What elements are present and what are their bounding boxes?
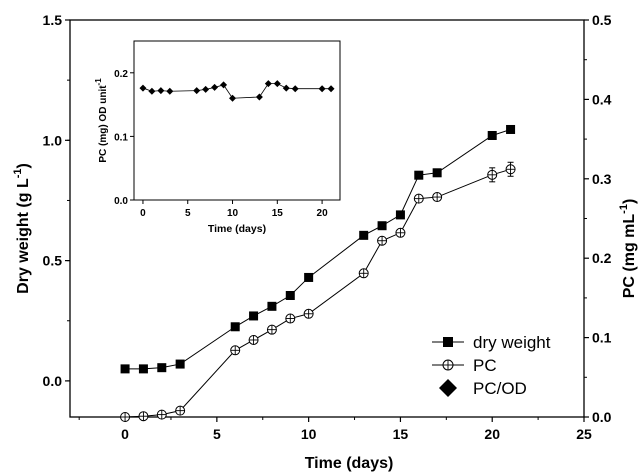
data-point — [395, 210, 405, 220]
inset-x-tick-label: 5 — [185, 208, 191, 219]
data-point — [414, 170, 424, 180]
data-point — [506, 124, 516, 134]
x-tick-label: 20 — [484, 426, 500, 442]
inset-y-tick-label: 0.2 — [114, 69, 128, 80]
inset-data-point — [193, 87, 201, 95]
inset-data-point — [255, 93, 263, 101]
inset-series-line — [142, 83, 332, 99]
data-point — [303, 308, 314, 319]
data-point — [230, 345, 241, 356]
data-point — [175, 405, 186, 416]
legend-label: PC/OD — [473, 379, 527, 398]
inset-x-tick-label: 10 — [227, 208, 239, 219]
legend-label: dry weight — [473, 333, 551, 352]
inset-data-point — [157, 87, 165, 95]
y-right-tick-label: 0.5 — [592, 12, 612, 28]
data-point — [395, 227, 406, 238]
data-point — [487, 169, 498, 180]
inset-y-axis-title: PC (mg) OD unit-1 — [94, 78, 109, 163]
x-tick-label: 15 — [393, 426, 409, 442]
inset-frame — [133, 40, 341, 201]
data-point — [138, 364, 148, 374]
legend-marker — [442, 359, 454, 371]
inset-data-point — [318, 85, 326, 93]
data-point — [230, 322, 240, 332]
legend-marker — [439, 379, 457, 397]
legend-label: PC — [473, 356, 497, 375]
data-point — [505, 164, 516, 175]
legend-marker — [443, 337, 453, 347]
data-point — [285, 290, 295, 300]
y-right-axis-title-close: ) — [621, 199, 638, 204]
data-point — [157, 363, 167, 373]
data-point — [285, 313, 296, 324]
x-tick-label: 25 — [576, 426, 592, 442]
y-right-tick-label: 0.3 — [592, 171, 612, 187]
data-point — [156, 409, 167, 420]
inset-data-point — [220, 81, 228, 89]
inset-x-axis-title: Time (days) — [208, 223, 266, 235]
data-point — [358, 268, 369, 279]
inset-data-point — [264, 80, 272, 88]
y-left-tick-label: 0.5 — [43, 253, 63, 269]
inset-y-axis-title-sup: -1 — [94, 78, 103, 86]
data-point — [175, 359, 185, 369]
data-point — [413, 193, 424, 204]
inset-y-tick-label: 0.1 — [114, 132, 128, 143]
y-right-tick-label: 0.4 — [592, 91, 612, 107]
y-left-axis-title-main: Dry weight (g L — [15, 178, 32, 294]
inset-data-point — [202, 85, 210, 93]
inset-y-axis-title-main: PC (mg) OD unit — [98, 85, 109, 163]
data-point — [248, 334, 259, 345]
y-left-axis-title-sup: -1 — [12, 168, 24, 178]
inset-x-tick-label: 15 — [272, 208, 284, 219]
data-point — [120, 412, 131, 422]
data-point — [267, 301, 277, 311]
inset-data-point — [291, 85, 299, 93]
data-point — [377, 221, 387, 231]
data-point — [359, 230, 369, 240]
y-right-tick-label: 0.2 — [592, 250, 612, 266]
legend: dry weight PC PC/OD — [432, 333, 551, 398]
data-point — [304, 272, 314, 282]
inset-data-point — [327, 85, 335, 93]
inset-data-point — [139, 84, 147, 92]
x-tick-label: 5 — [213, 426, 221, 442]
y-right-tick-label: 0.0 — [592, 409, 612, 425]
data-point — [138, 411, 149, 422]
data-point — [487, 130, 497, 140]
inset-data-point — [229, 94, 237, 102]
data-point — [377, 235, 388, 246]
data-point — [120, 364, 130, 374]
y-left-axis-title: Dry weight (g L-1) — [12, 163, 32, 294]
y-left-axis-title-close: ) — [15, 163, 32, 168]
x-tick-label: 0 — [121, 426, 129, 442]
inset-data-point — [148, 87, 156, 95]
y-left-tick-label: 0.0 — [43, 373, 63, 389]
data-point — [266, 324, 277, 335]
inset-data-point — [166, 87, 174, 95]
y-left-tick-label: 1.5 — [43, 12, 63, 28]
inset-data-point — [211, 83, 219, 91]
main-plot: 0 5 10 15 20 250.00.51.01.50.00.10.20.30.40.5… — [12, 12, 638, 472]
series-line-0 — [125, 129, 511, 370]
y-left-tick-label: 1.0 — [43, 132, 63, 148]
y-right-axis-title-main: PC (mg mL — [621, 214, 638, 299]
data-point — [249, 311, 259, 321]
series-line-1 — [125, 168, 511, 418]
inset-y-tick-label: 0.0 — [114, 196, 128, 207]
inset-plot: 0 5 10 15 20 0.0 0.1 0.2 Time (days) PC (mg) OD u… — [94, 40, 341, 235]
y-right-axis-title-sup: -1 — [618, 204, 630, 214]
x-tick-label: 10 — [301, 426, 317, 442]
y-right-tick-label: 0.1 — [592, 330, 612, 346]
inset-x-tick-label: 0 — [140, 208, 146, 219]
data-point — [432, 168, 442, 178]
inset-data-point — [273, 80, 281, 88]
inset-data-point — [282, 84, 290, 92]
y-right-axis-title: PC (mg mL-1) — [618, 199, 638, 299]
x-axis-title: Time (days) — [305, 455, 394, 472]
inset-x-tick-label: 20 — [317, 208, 329, 219]
data-point — [432, 192, 443, 203]
